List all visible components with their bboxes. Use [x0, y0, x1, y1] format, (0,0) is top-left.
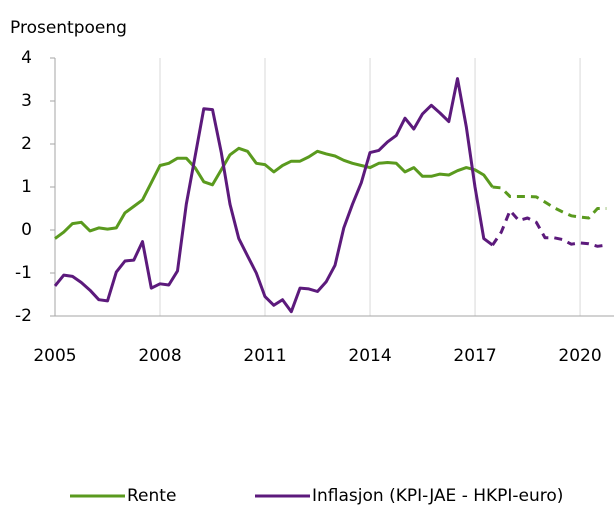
y-tick-label: 2: [21, 134, 32, 154]
x-tick-label: 2011: [243, 346, 286, 366]
y-tick-label: 0: [21, 220, 32, 240]
x-tick-label: 2005: [33, 346, 76, 366]
y-tick-label: 4: [21, 48, 32, 68]
y-tick-label: -1: [15, 263, 32, 283]
series-line: [53, 77, 494, 314]
series-line: [54, 146, 494, 240]
y-tick-label: -2: [15, 306, 32, 326]
x-tick-label: 2014: [348, 346, 391, 366]
y-tick-label: 1: [21, 177, 32, 197]
series-line-dashed: [491, 209, 607, 248]
y-tick-label: 3: [21, 91, 32, 111]
x-tick-label: 2008: [138, 346, 181, 366]
legend-label: Rente: [127, 486, 176, 506]
legend-label: Inflasjon (KPI-JAE - HKPI-euro): [312, 486, 563, 506]
series-line-dashed: [492, 185, 607, 220]
x-tick-label: 2020: [558, 346, 601, 366]
x-tick-label: 2017: [453, 346, 496, 366]
y-axis-label: Prosentpoeng: [10, 18, 127, 38]
